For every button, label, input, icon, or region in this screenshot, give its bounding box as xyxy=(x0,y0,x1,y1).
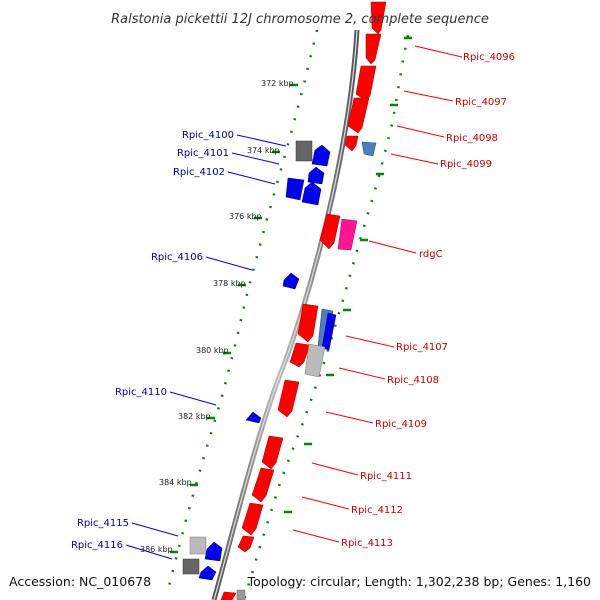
topology-summary: Topology: circular; Length: 1,302,238 bp… xyxy=(247,574,591,589)
gene-rpic-4112-shape[interactable] xyxy=(251,467,275,503)
gene-rpic-4099-blue-shape[interactable] xyxy=(361,141,377,157)
gene-rdgc-shape-a[interactable] xyxy=(319,213,341,250)
gene-rpic-4101-shape[interactable] xyxy=(307,166,325,185)
reverse-leader-lines xyxy=(125,134,287,560)
gene-rpic-4102-shape-b[interactable] xyxy=(301,181,322,206)
outer-tick-marks xyxy=(284,36,412,514)
forward-leader-lines xyxy=(292,45,463,543)
gene-label-rpic-4107[interactable]: Rpic_4107 xyxy=(396,342,448,353)
gene-label-rpic-4115[interactable]: Rpic_4115 xyxy=(77,518,129,529)
gene-label-rpic-4113[interactable]: Rpic_4113 xyxy=(341,538,393,549)
reverse-strand-genes xyxy=(182,140,331,581)
tick-label: 374 kbp xyxy=(247,146,280,155)
gene-rpic-4111-shape[interactable] xyxy=(261,435,284,470)
gene-label-rpic-4111[interactable]: Rpic_4111 xyxy=(360,471,412,482)
gene-label-rpic-4116[interactable]: Rpic_4116 xyxy=(71,540,123,551)
gene-rpic-4100-blue-shape[interactable] xyxy=(311,144,331,167)
map-title: Ralstonia pickettii 12J chromosome 2, co… xyxy=(111,12,489,27)
tick-label: 382 kbp xyxy=(178,412,211,421)
chromosome-backbone-highlight xyxy=(213,29,358,600)
gene-rpic-4096-shape[interactable] xyxy=(370,1,387,35)
gene-label-rpic-4100[interactable]: Rpic_4100 xyxy=(182,130,234,141)
gene-rpic-4096-shape-b[interactable] xyxy=(365,33,382,65)
gene-rpic-4115-shape[interactable] xyxy=(204,541,223,562)
inner-tick-marks xyxy=(170,83,298,554)
gene-rpic-4110-shape[interactable] xyxy=(245,411,262,424)
gene-rpic-4107-shape-b[interactable] xyxy=(289,342,311,368)
gene-label-rpic-4102[interactable]: Rpic_4102 xyxy=(173,167,225,178)
tick-label: 386 kbp xyxy=(140,545,173,554)
gene-rpic-4102-shape[interactable] xyxy=(285,177,305,201)
gene-rpic-4106-shape[interactable] xyxy=(282,272,300,290)
gene-label-rdgc[interactable]: rdgC xyxy=(419,249,443,260)
gene-rpic-4116-grey-shape[interactable] xyxy=(182,558,200,575)
gene-label-rpic-4108[interactable]: Rpic_4108 xyxy=(387,375,439,386)
gene-label-rpic-4099[interactable]: Rpic_4099 xyxy=(440,159,492,170)
gene-rpic-4107-shape[interactable] xyxy=(297,303,319,343)
gene-label-rpic-4112[interactable]: Rpic_4112 xyxy=(351,505,403,516)
outer-tick-track xyxy=(242,34,410,600)
gene-rpic-4113-shape[interactable] xyxy=(241,502,264,536)
forward-strand-genes xyxy=(220,1,387,600)
gene-rpic-4116-shape[interactable] xyxy=(198,565,217,581)
gene-label-rpic-4110[interactable]: Rpic_4110 xyxy=(115,387,167,398)
gene-rdgc-shape[interactable] xyxy=(337,218,358,251)
gene-label-rpic-4098[interactable]: Rpic_4098 xyxy=(446,133,498,144)
forward-gene-labels: Rpic_4096 Rpic_4097 Rpic_4098 Rpic_4099 … xyxy=(341,52,515,549)
tick-label: 380 kbp xyxy=(196,346,229,355)
gene-rpic-4098-shape[interactable] xyxy=(347,97,370,134)
tick-labels: 372 kbp 374 kbp 376 kbp 378 kbp 380 kbp … xyxy=(140,79,294,554)
gene-label-rpic-4097[interactable]: Rpic_4097 xyxy=(455,97,507,108)
gene-rpic-4107-dblue-shape[interactable] xyxy=(321,312,337,351)
gene-rpic-4099-shape[interactable] xyxy=(344,135,359,152)
inner-tick-track xyxy=(166,29,319,591)
gene-label-rpic-4109[interactable]: Rpic_4109 xyxy=(375,419,427,430)
gene-label-rpic-4101[interactable]: Rpic_4101 xyxy=(177,148,229,159)
gene-rpic-4113-shape-b[interactable] xyxy=(237,535,255,553)
tick-label: 384 kbp xyxy=(159,478,192,487)
reverse-gene-labels: Rpic_4100 Rpic_4101 Rpic_4102 Rpic_4106 … xyxy=(71,130,234,551)
tick-label: 372 kbp xyxy=(261,79,294,88)
gene-rpic-4108-shape[interactable] xyxy=(304,343,326,378)
gene-rpic-4109-shape[interactable] xyxy=(277,379,300,418)
gene-label-rpic-4106[interactable]: Rpic_4106 xyxy=(151,252,203,263)
gene-bottom-shape[interactable] xyxy=(220,591,237,600)
gene-rpic-4115-grey-shape[interactable] xyxy=(189,536,207,555)
tick-label: 378 kbp xyxy=(213,279,246,288)
accession-label: Accession: NC_010678 xyxy=(9,574,151,589)
gene-rpic-4100-shape[interactable] xyxy=(295,140,313,162)
tick-label: 376 kbp xyxy=(229,212,262,221)
gene-rpic-4097-shape[interactable] xyxy=(355,65,377,102)
gene-bottom-grey[interactable] xyxy=(236,589,246,600)
gene-label-rpic-4096[interactable]: Rpic_4096 xyxy=(463,52,515,63)
